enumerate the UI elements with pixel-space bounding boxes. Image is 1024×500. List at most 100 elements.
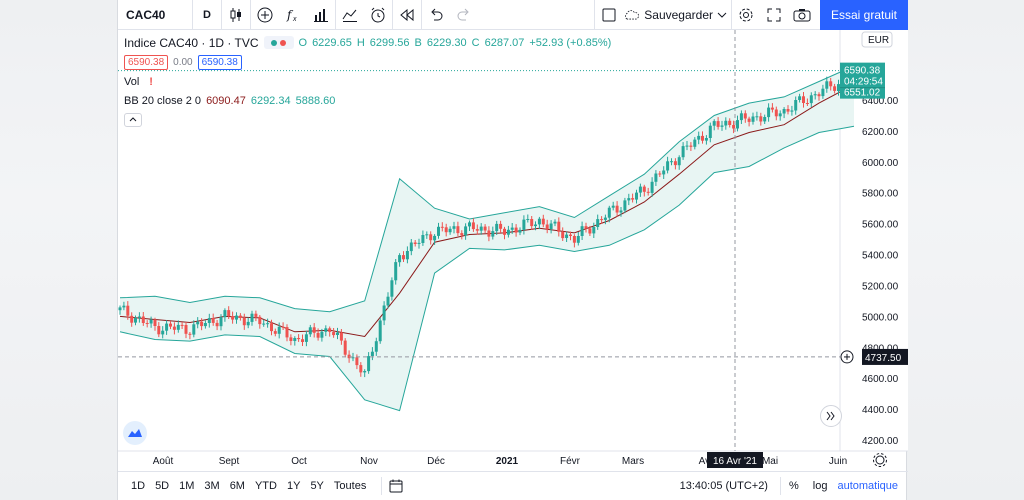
candle[interactable] xyxy=(720,125,724,127)
buy-button[interactable]: 6590.38 xyxy=(197,54,242,70)
candle[interactable] xyxy=(460,233,464,236)
candle[interactable] xyxy=(169,323,172,327)
candle[interactable] xyxy=(603,217,607,220)
candle[interactable] xyxy=(324,328,328,332)
candle[interactable] xyxy=(238,315,242,318)
candle[interactable] xyxy=(526,219,530,220)
candle[interactable] xyxy=(561,231,565,239)
candle[interactable] xyxy=(479,226,483,231)
candle[interactable] xyxy=(370,351,374,356)
candle[interactable] xyxy=(638,186,642,193)
period-button-5y[interactable]: 5Y xyxy=(310,480,324,492)
candle[interactable] xyxy=(250,313,254,322)
candle[interactable] xyxy=(782,109,786,114)
candle[interactable] xyxy=(273,331,277,334)
candle[interactable] xyxy=(619,210,623,213)
financials-icon[interactable] xyxy=(307,0,335,30)
date-range-icon[interactable] xyxy=(382,479,410,493)
candle[interactable] xyxy=(374,341,378,352)
candle[interactable] xyxy=(281,326,285,328)
candle[interactable] xyxy=(728,120,732,125)
candle[interactable] xyxy=(755,116,759,118)
candle[interactable] xyxy=(161,330,165,335)
candle[interactable] xyxy=(712,121,716,126)
gear-icon[interactable] xyxy=(875,455,885,465)
price-chart[interactable]: 4200.00 4400.00 4600.00 4800.00 5000.00 5200.… xyxy=(118,30,908,471)
candle[interactable] xyxy=(530,219,534,227)
candle[interactable] xyxy=(673,161,677,166)
candle[interactable] xyxy=(739,113,743,121)
candle[interactable] xyxy=(444,227,448,233)
candle[interactable] xyxy=(813,94,817,96)
candle[interactable] xyxy=(557,221,561,232)
symbol-search[interactable]: CAC40 xyxy=(126,7,166,22)
candle[interactable] xyxy=(172,326,176,330)
candle[interactable] xyxy=(433,235,437,241)
candle[interactable] xyxy=(491,231,495,237)
candle[interactable] xyxy=(685,145,689,147)
candle-style-icon[interactable] xyxy=(222,0,250,30)
candle[interactable] xyxy=(285,327,289,338)
candle[interactable] xyxy=(339,332,343,341)
candle[interactable] xyxy=(615,205,619,213)
candle[interactable] xyxy=(456,226,460,234)
warning-icon[interactable]: ! xyxy=(149,75,153,88)
candle[interactable] xyxy=(343,340,347,355)
candle[interactable] xyxy=(631,198,635,200)
candle[interactable] xyxy=(211,318,215,323)
candle[interactable] xyxy=(320,331,324,338)
candle[interactable] xyxy=(689,145,693,147)
candle[interactable] xyxy=(534,224,537,227)
candle[interactable] xyxy=(231,316,235,320)
candle[interactable] xyxy=(254,313,258,317)
candle[interactable] xyxy=(390,280,394,297)
compare-add-icon[interactable] xyxy=(251,0,279,30)
candle[interactable] xyxy=(522,219,526,230)
candle[interactable] xyxy=(549,223,553,230)
candle[interactable] xyxy=(452,226,456,229)
candle[interactable] xyxy=(817,94,821,97)
candle[interactable] xyxy=(153,319,157,326)
candle[interactable] xyxy=(701,135,704,141)
candle[interactable] xyxy=(219,317,223,327)
candle[interactable] xyxy=(642,186,646,192)
gear-icon[interactable] xyxy=(732,0,760,30)
fullscreen-icon[interactable] xyxy=(760,0,788,30)
candle[interactable] xyxy=(790,110,794,112)
auto-scale-toggle[interactable]: automatique xyxy=(837,480,898,492)
candle[interactable] xyxy=(576,236,580,243)
candle[interactable] xyxy=(475,229,479,231)
candle[interactable] xyxy=(545,224,549,230)
candle[interactable] xyxy=(778,113,782,117)
candle[interactable] xyxy=(215,322,219,327)
candle[interactable] xyxy=(304,334,308,342)
candle[interactable] xyxy=(786,109,790,112)
candle[interactable] xyxy=(386,296,390,306)
candle[interactable] xyxy=(569,234,572,236)
candle[interactable] xyxy=(270,323,273,332)
candle[interactable] xyxy=(553,221,557,224)
candle[interactable] xyxy=(437,226,440,236)
candle[interactable] xyxy=(736,120,739,129)
log-toggle[interactable]: log xyxy=(812,480,828,492)
candle[interactable] xyxy=(203,323,207,327)
candle[interactable] xyxy=(541,218,545,225)
period-button-3m[interactable]: 3M xyxy=(204,480,220,492)
candle[interactable] xyxy=(429,234,433,241)
candle[interactable] xyxy=(405,251,409,260)
candle[interactable] xyxy=(580,226,584,236)
candle[interactable] xyxy=(336,332,339,336)
candle[interactable] xyxy=(809,95,813,104)
currency-button[interactable] xyxy=(861,31,893,48)
candle[interactable] xyxy=(207,318,211,323)
candle[interactable] xyxy=(200,321,204,327)
clock[interactable]: 13:40:05 (UTC+2) xyxy=(679,480,768,492)
candle[interactable] xyxy=(774,109,778,117)
candle[interactable] xyxy=(118,307,122,311)
candle[interactable] xyxy=(537,218,541,225)
candle[interactable] xyxy=(623,200,627,211)
tradingview-logo-icon[interactable] xyxy=(123,421,147,445)
candle[interactable] xyxy=(130,315,134,323)
candle[interactable] xyxy=(316,332,320,338)
